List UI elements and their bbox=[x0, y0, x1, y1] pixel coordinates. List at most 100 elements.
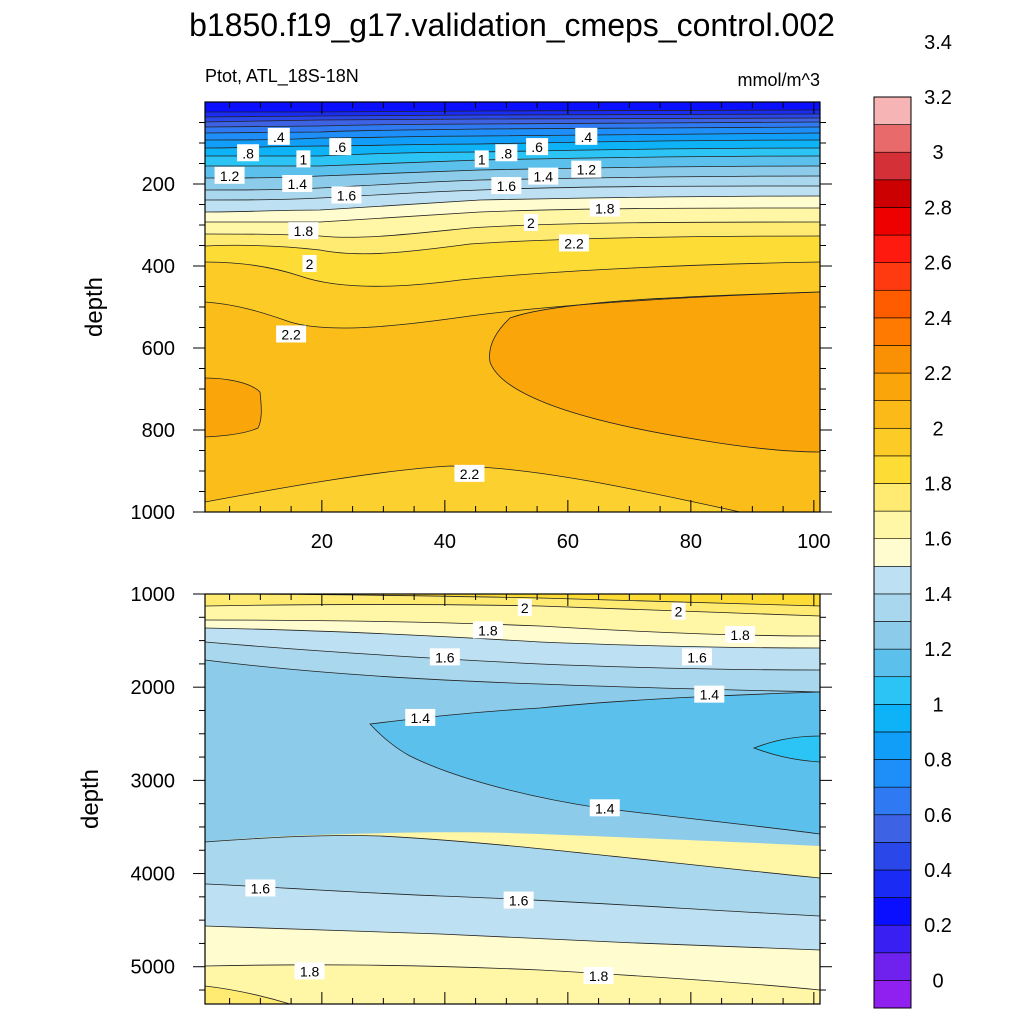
contour-label-box bbox=[296, 150, 311, 168]
colorbar-label: 3.2 bbox=[924, 87, 952, 109]
colorbar-box bbox=[873, 455, 912, 484]
contour-label: .6 bbox=[334, 139, 346, 155]
contour-label-box bbox=[495, 144, 518, 162]
fill-band bbox=[205, 620, 820, 648]
y-tick-label: 1000 bbox=[131, 502, 176, 524]
contour-line bbox=[205, 465, 741, 512]
contour-label-box bbox=[331, 186, 362, 204]
contour-label: 2.2 bbox=[564, 235, 584, 251]
colorbar-box bbox=[873, 814, 912, 843]
colorbar-label: 2.8 bbox=[924, 197, 952, 219]
contour-line bbox=[205, 147, 820, 157]
contour-label-box bbox=[429, 648, 460, 666]
contour-line bbox=[205, 627, 820, 649]
contour-line bbox=[205, 117, 820, 123]
contour-label: 2 bbox=[306, 256, 314, 272]
upper-axis-ticks: 20 40 60 80 100 200 400 600 800 1000 bbox=[131, 102, 832, 553]
lower-axis-ticks: 1000 2000 3000 4000 5000 bbox=[131, 584, 832, 1004]
colorbar-box bbox=[873, 427, 912, 457]
colorbar-box bbox=[873, 96, 912, 125]
contour-label-box bbox=[294, 962, 325, 980]
contour-line bbox=[205, 109, 820, 113]
contour-line bbox=[752, 735, 820, 763]
contour-label: 2.2 bbox=[281, 326, 301, 342]
contour-label: .4 bbox=[273, 129, 285, 145]
x-tick-label: 100 bbox=[797, 531, 830, 553]
contour-label: 1.6 bbox=[251, 880, 271, 896]
colorbar-box bbox=[873, 593, 912, 622]
y-tick-label: 2000 bbox=[131, 677, 176, 699]
colorbar-box bbox=[873, 869, 912, 898]
chart-title: b1850.f19_g17.validation_cmeps_control.0… bbox=[189, 7, 835, 43]
fill-band bbox=[205, 986, 290, 1004]
y-tick-label: 3000 bbox=[131, 770, 176, 792]
colorbar-box bbox=[873, 151, 912, 181]
colorbar-frame bbox=[873, 96, 912, 1009]
y-tick-label: 4000 bbox=[131, 864, 176, 886]
contour-label-box bbox=[528, 167, 559, 185]
colorbar-box bbox=[873, 372, 912, 401]
fill-band bbox=[205, 102, 820, 112]
x-tick-label: 40 bbox=[434, 531, 456, 553]
colorbar-label: 0.4 bbox=[924, 860, 952, 882]
contour-label-box bbox=[589, 799, 620, 817]
contour-line bbox=[205, 985, 291, 1004]
contour-label: 2 bbox=[521, 600, 529, 616]
contour-line bbox=[205, 221, 820, 238]
contour-line bbox=[205, 185, 820, 201]
colorbar-label: 1.6 bbox=[924, 529, 952, 551]
contour-label-box bbox=[472, 621, 503, 639]
contour-label: 2 bbox=[675, 604, 683, 620]
contour-line bbox=[205, 377, 262, 438]
fill-band bbox=[205, 378, 262, 437]
contour-label: .8 bbox=[501, 145, 513, 161]
contour-label-box bbox=[682, 648, 712, 666]
y-tick-label: 200 bbox=[142, 174, 175, 196]
contour-label-box bbox=[267, 127, 290, 145]
fill-band bbox=[205, 884, 820, 950]
colorbar-box bbox=[873, 676, 912, 705]
fill-band bbox=[205, 594, 820, 606]
contour-label: 1.4 bbox=[411, 710, 431, 726]
contour-label-box bbox=[694, 685, 725, 703]
contour-label-box bbox=[282, 175, 313, 192]
contour-label-box bbox=[491, 177, 522, 195]
contour-label: 1.6 bbox=[509, 893, 529, 909]
contour-label-box bbox=[517, 598, 532, 616]
contour-line bbox=[205, 195, 820, 213]
fill-band bbox=[370, 692, 820, 834]
colorbar-box bbox=[873, 345, 912, 374]
lower-panel: 2 2 1.8 1.8 1.6 1.6 1.4 1.4 1.4 1.6 1.6 1.8 1.8 1000… bbox=[77, 584, 832, 1005]
contour-line bbox=[205, 925, 820, 951]
upper-panel: .4 .6 .8 1 1.2 1.4 1.6 1.8 2 2.2 .4 .6 .8 1 1.2 1.4 1.6 1… bbox=[81, 101, 832, 553]
contour-label: 1.6 bbox=[337, 187, 357, 203]
colorbar-label: 1.2 bbox=[924, 639, 952, 661]
colorbar-label: 3 bbox=[932, 142, 943, 164]
upper-contour-fill: .4 .6 .8 1 1.2 1.4 1.6 1.8 2 2.2 .4 .6 .8 1 1.2 1.4 1.6 1… bbox=[205, 102, 820, 512]
colorbar-label: 0.2 bbox=[924, 915, 952, 937]
lower-plot-frame bbox=[204, 593, 821, 1005]
colorbar-label: 2.2 bbox=[924, 363, 952, 385]
colorbar-label: 1 bbox=[932, 694, 943, 716]
colorbar: 0 0.2 0.4 0.6 0.8 1 1.2 1.4 1.6 1.8 2 2.2 2.4 2.6 2.8 3… bbox=[873, 32, 952, 1009]
panel-units: mmol/m^3 bbox=[738, 70, 820, 90]
contour-label: .4 bbox=[580, 129, 592, 145]
x-tick-label: 60 bbox=[557, 531, 579, 553]
contour-label: 1.4 bbox=[288, 176, 308, 192]
contour-label: 1.4 bbox=[700, 687, 720, 703]
contour-line bbox=[205, 207, 820, 223]
contour-label: 1.6 bbox=[435, 649, 455, 665]
colorbar-box bbox=[873, 621, 912, 650]
contour-label-box bbox=[589, 199, 620, 217]
colorbar-label: 0.8 bbox=[924, 750, 952, 772]
colorbar-box bbox=[873, 207, 912, 236]
contour-label-box bbox=[405, 708, 436, 726]
contour-label: 1.8 bbox=[730, 627, 750, 643]
colorbar-label: 0 bbox=[932, 970, 943, 992]
colorbar-box bbox=[873, 538, 912, 567]
contour-label-box bbox=[214, 166, 245, 184]
contour-label: 1.8 bbox=[300, 963, 320, 979]
colorbar-box bbox=[873, 897, 912, 926]
fill-band bbox=[205, 642, 820, 692]
contour-label: 1.4 bbox=[595, 800, 615, 816]
